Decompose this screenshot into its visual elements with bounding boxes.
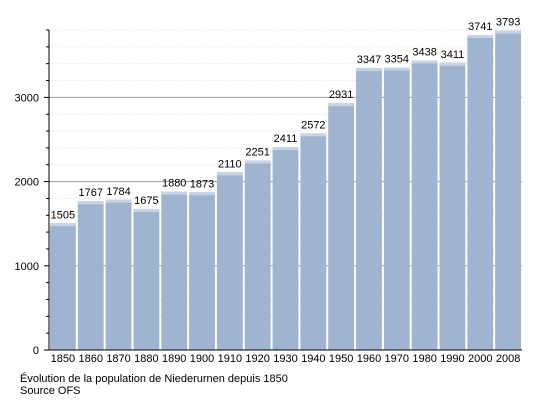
y-tick-label: 2000: [15, 177, 39, 189]
bar: [77, 201, 104, 350]
bar-value-label: 1873: [190, 178, 214, 190]
bar: [133, 208, 160, 350]
bar: [383, 67, 410, 350]
bar: [300, 133, 327, 350]
bar-value-label: 1505: [51, 209, 75, 221]
x-tick-label: 1880: [134, 353, 158, 365]
bar: [495, 30, 521, 350]
bar: [216, 172, 243, 350]
bar-value-label: 3741: [468, 21, 492, 33]
bar-highlight: [356, 68, 382, 72]
bar: [189, 192, 215, 350]
bar: [439, 62, 466, 350]
bar-highlight: [50, 223, 76, 227]
bar-highlight: [300, 133, 327, 137]
x-tick-label: 2008: [496, 353, 520, 365]
bar-highlight: [495, 30, 521, 34]
bar-value-label: 2251: [245, 146, 269, 158]
bar: [272, 146, 299, 350]
bar-highlight: [328, 103, 355, 107]
bar-highlight: [244, 160, 271, 164]
y-tick-label: 3000: [15, 92, 39, 104]
bar: [50, 223, 76, 350]
x-tick-label: 1960: [357, 353, 381, 365]
bar-value-label: 3411: [441, 49, 465, 61]
bar-value-label: 1675: [134, 195, 158, 207]
population-bar-chart: 0 1000 2000 3000 1505 1850 1767 1860 1784 1870 167…: [15, 17, 522, 365]
x-tick-label: 2000: [468, 353, 492, 365]
bar-highlight: [383, 67, 410, 71]
bar-value-label: 1784: [106, 186, 130, 198]
x-tick-label: 1890: [162, 353, 186, 365]
y-tick-label: 0: [33, 345, 39, 357]
bar: [105, 199, 132, 350]
bar-value-label: 2411: [274, 133, 298, 145]
bar: [467, 34, 494, 351]
x-tick-label: 1860: [78, 353, 102, 365]
bar: [328, 103, 355, 350]
x-tick-label: 1910: [218, 353, 242, 365]
bar-highlight: [133, 208, 160, 212]
chart-source: Source OFS: [20, 385, 81, 397]
bar-highlight: [216, 172, 243, 176]
x-tick-label: 1870: [106, 353, 130, 365]
bar-highlight: [189, 192, 215, 196]
bar: [356, 68, 382, 350]
x-tick-label: 1990: [440, 353, 464, 365]
bar-value-label: 1880: [162, 178, 186, 190]
bar-highlight: [439, 62, 466, 66]
x-tick-label: 1850: [51, 353, 75, 365]
bar: [411, 60, 438, 350]
bar-highlight: [272, 146, 299, 150]
bar-value-label: 3347: [357, 54, 381, 66]
bar-value-label: 2110: [218, 158, 242, 170]
bar-highlight: [77, 201, 104, 205]
bar-highlight: [161, 191, 188, 195]
x-tick-label: 1900: [190, 353, 214, 365]
x-tick-label: 1930: [273, 353, 297, 365]
x-tick-label: 1940: [301, 353, 325, 365]
bar-value-label: 2931: [329, 89, 353, 101]
bar-value-label: 3793: [496, 17, 520, 29]
bar: [161, 191, 188, 350]
bar-highlight: [105, 199, 132, 203]
bar: [244, 160, 271, 350]
x-tick-label: 1920: [245, 353, 269, 365]
x-tick-label: 1970: [385, 353, 409, 365]
bar-value-label: 3354: [385, 54, 409, 66]
bar-value-label: 1767: [78, 187, 102, 199]
x-tick-label: 1980: [412, 353, 436, 365]
bar-value-label: 2572: [301, 119, 325, 131]
y-tick-label: 1000: [15, 261, 39, 273]
chart-caption: Évolution de la population de Niederurne…: [20, 373, 288, 385]
bar-value-label: 3438: [412, 46, 436, 58]
bar-highlight: [467, 34, 494, 38]
bar-highlight: [411, 60, 438, 64]
x-tick-label: 1950: [329, 353, 353, 365]
